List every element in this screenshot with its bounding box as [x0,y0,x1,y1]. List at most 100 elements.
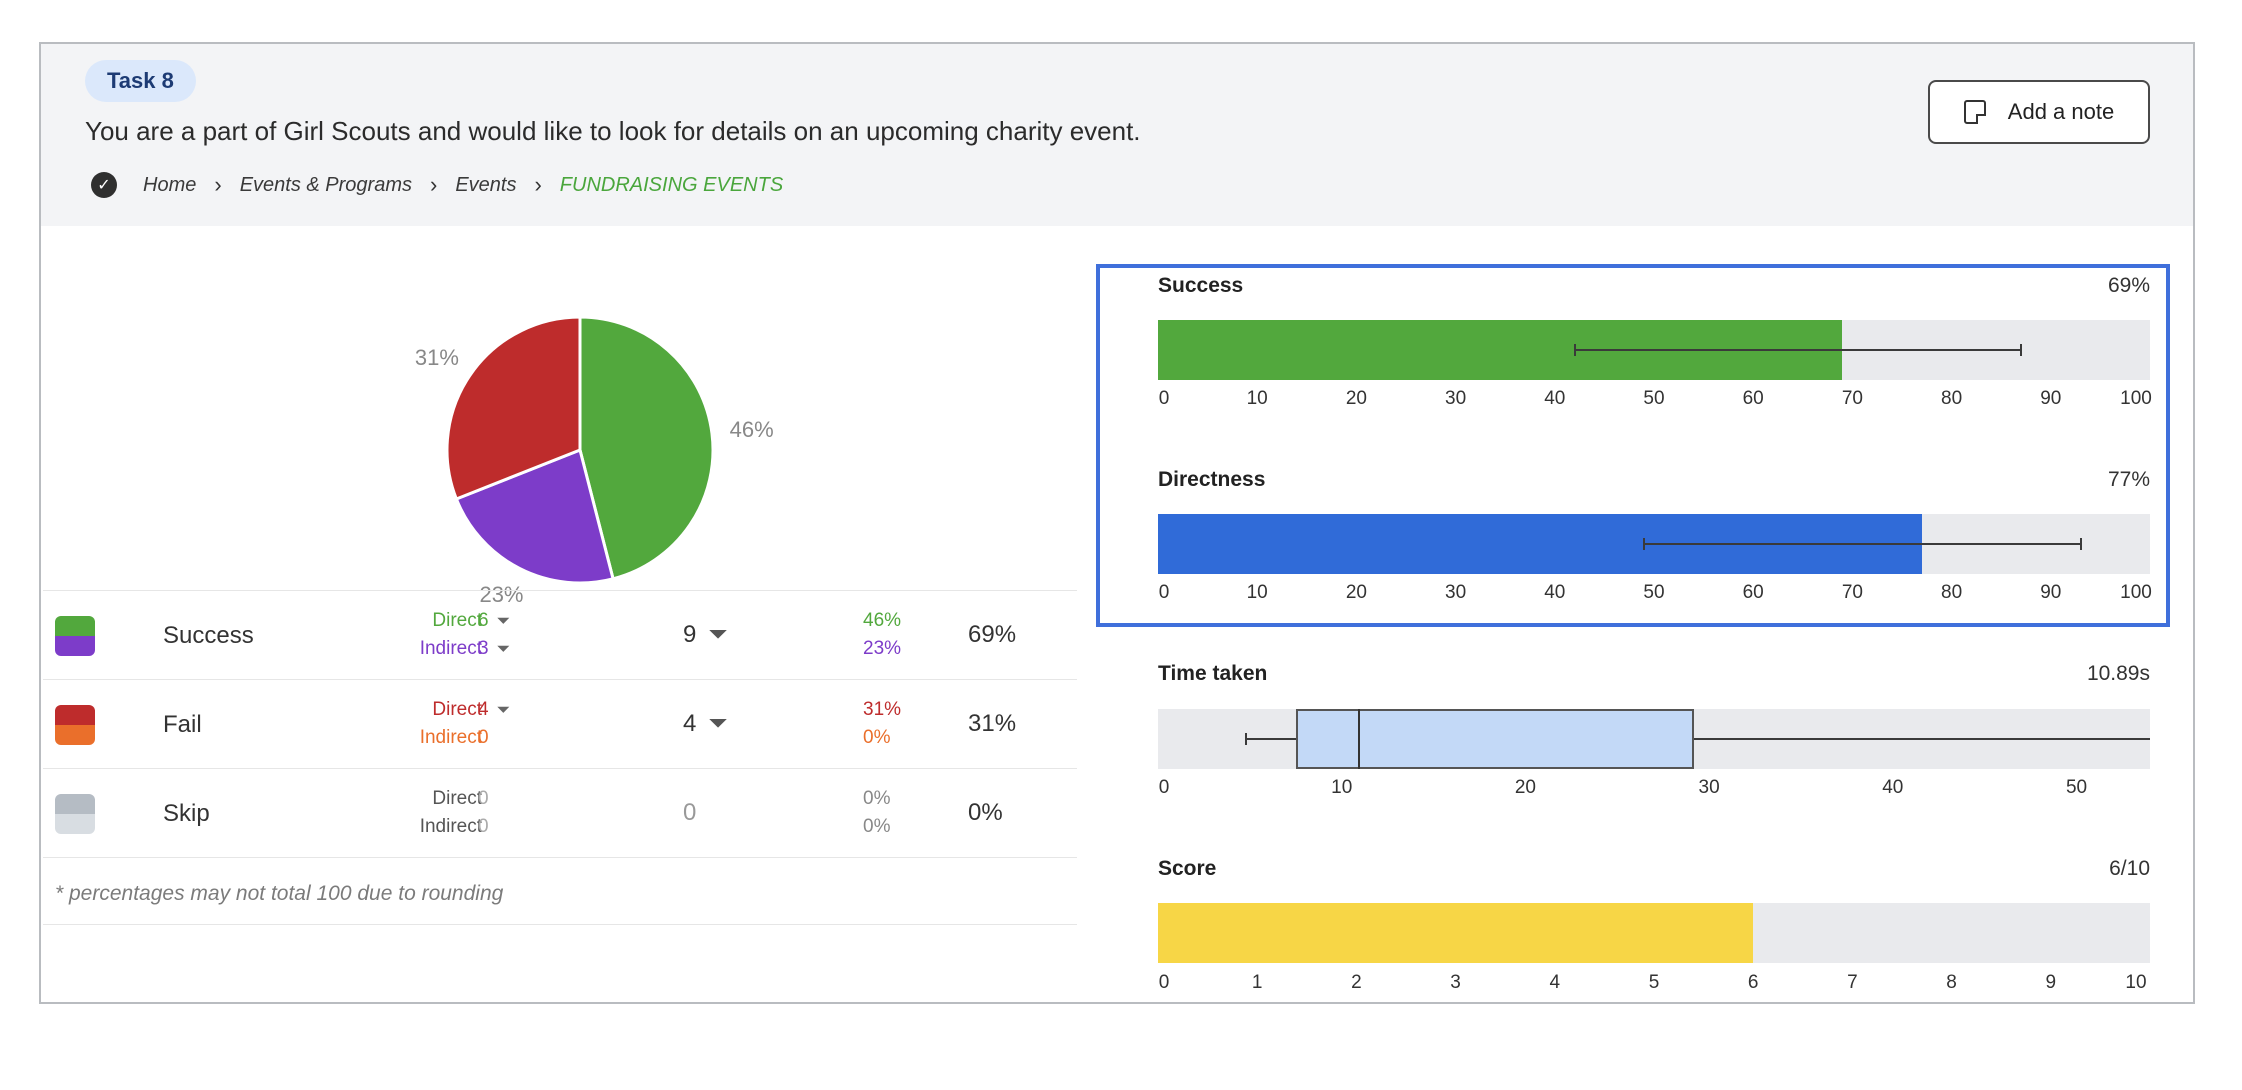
success-metric-value: 69% [2107,274,2150,297]
score-tick: 0 [1158,972,1170,993]
footnote: * percentages may not total 100 due to r… [55,882,504,905]
time-metric-title: Time taken [1158,662,1268,685]
total-count[interactable]: 9 ⏷ [683,621,728,648]
skip-swatch [55,794,95,834]
filter-icon[interactable]: ⏷ [496,700,511,719]
add-note-button[interactable]: Add a note [1928,80,2150,144]
success-tick: 0 [1158,388,1170,409]
pie-slice-1 [454,447,615,585]
table-row-success: Success Direct Indirect 6 ⏷ 3 ⏷ 9 ⏷ 46% 23%… [43,590,1077,679]
directness-tick: 30 [1445,582,1467,603]
direct-label: Direct [432,610,482,631]
directness-tick: 50 [1643,582,1665,603]
pie-label-fail: 31% [414,345,459,371]
success-tick: 60 [1742,388,1764,409]
indirect-label: Indirect [419,727,482,748]
table-row-skip: Skip Direct Indirect 0 0 0 0% 0% 0% [43,768,1077,857]
breadcrumb-item-events: Events [455,173,517,196]
score-tick: 5 [1648,972,1660,993]
results-table: Success Direct Indirect 6 ⏷ 3 ⏷ 9 ⏷ 46% 23%… [43,590,1077,925]
direct-percent: 0% [863,788,891,809]
direct-count: 0 [478,788,489,809]
task-badge: Task 8 [85,60,196,102]
directness-tick: 20 [1345,582,1367,603]
breadcrumb-item-home: Home [143,173,197,196]
row-name: Fail [163,711,202,738]
pie-label-success-indirect: 23% [479,582,524,608]
directness-metric-value: 77% [2107,468,2150,491]
time-tick: 50 [2065,777,2088,798]
success-bar-track [1158,320,2150,380]
filter-icon[interactable]: ⏷ [708,621,728,648]
time-tick: 0 [1158,777,1170,798]
time-track [1158,709,2150,769]
score-axis: 0 1 2 3 4 5 6 7 8 9 10 [1158,972,2150,998]
direct-percent: 46% [863,610,902,631]
direct-count[interactable]: 6 ⏷ [478,610,511,631]
task-description: You are a part of Girl Scouts and would … [85,116,1141,146]
score-tick: 1 [1251,972,1263,993]
success-tick: 20 [1345,388,1367,409]
success-tick: 100 [2120,388,2152,409]
check-circle-icon: ✓ [91,172,117,198]
indirect-percent: 0% [863,816,891,837]
success-error-bar [1574,349,2022,351]
success-swatch [55,616,95,656]
total-count[interactable]: 4 ⏷ [683,710,728,737]
table-footnote-row: * percentages may not total 100 due to r… [43,857,1077,925]
indirect-count[interactable]: 3 ⏷ [478,638,511,659]
score-tick: 7 [1847,972,1858,993]
indirect-percent: 23% [863,638,902,659]
indirect-count: 0 [478,816,489,837]
directness-tick: 100 [2120,582,2152,603]
directness-error-cap-high [2079,538,2082,550]
directness-tick: 0 [1158,582,1170,603]
direct-count[interactable]: 4 ⏷ [478,699,511,720]
directness-metric-title: Directness [1158,468,1266,491]
direct-label: Direct [432,788,482,809]
score-metric-title: Score [1158,857,1217,880]
score-tick: 10 [2125,972,2147,993]
time-tick: 30 [1698,777,1720,798]
success-error-cap-low [1573,344,1576,356]
score-tick: 9 [2045,972,2057,993]
filter-icon[interactable]: ⏷ [496,611,511,630]
chevron-right-icon: › [534,172,542,197]
directness-tick: 90 [2040,582,2062,603]
filter-icon[interactable]: ⏷ [496,639,511,658]
row-name: Success [163,622,254,649]
time-tick: 20 [1514,777,1536,798]
score-bar [1158,903,1754,963]
chevron-right-icon: › [214,172,222,197]
directness-tick: 60 [1742,582,1764,603]
success-tick: 30 [1445,388,1467,409]
filter-icon[interactable]: ⏷ [708,710,728,737]
time-whisker [1246,738,2150,740]
total-count: 0 [683,799,697,826]
success-tick: 70 [1841,388,1863,409]
time-median [1358,709,1361,769]
task-header: Task 8 You are a part of Girl Scouts and… [41,44,2193,226]
breadcrumb-item-events-programs: Events & Programs [239,173,412,196]
score-tick: 4 [1549,972,1561,993]
directness-bar-track [1158,514,2150,574]
directness-tick: 80 [1941,582,1963,603]
time-box [1295,709,1695,769]
directness-tick: 10 [1246,582,1268,603]
success-tick: 90 [2040,388,2062,409]
breadcrumb: ✓ Home › Events & Programs › Events › FU… [91,169,783,201]
time-axis: 0 10 20 30 40 50 [1158,777,2150,803]
success-tick: 40 [1544,388,1566,409]
success-error-cap-high [2020,344,2023,356]
fail-swatch [55,705,95,745]
directness-axis: 0 10 20 30 40 50 60 70 80 90 100 [1158,582,2152,608]
sticky-note-icon [1963,100,1986,124]
breadcrumb-item-fundraising-events: FUNDRAISING EVENTS [559,173,784,196]
indirect-label: Indirect [419,638,482,659]
score-tick: 3 [1450,972,1461,993]
overall-percent: 69% [968,621,1017,648]
score-bar-track [1158,903,2150,963]
success-tick: 50 [1643,388,1665,409]
success-tick: 10 [1246,388,1268,409]
pie-slice-2 [445,315,582,501]
